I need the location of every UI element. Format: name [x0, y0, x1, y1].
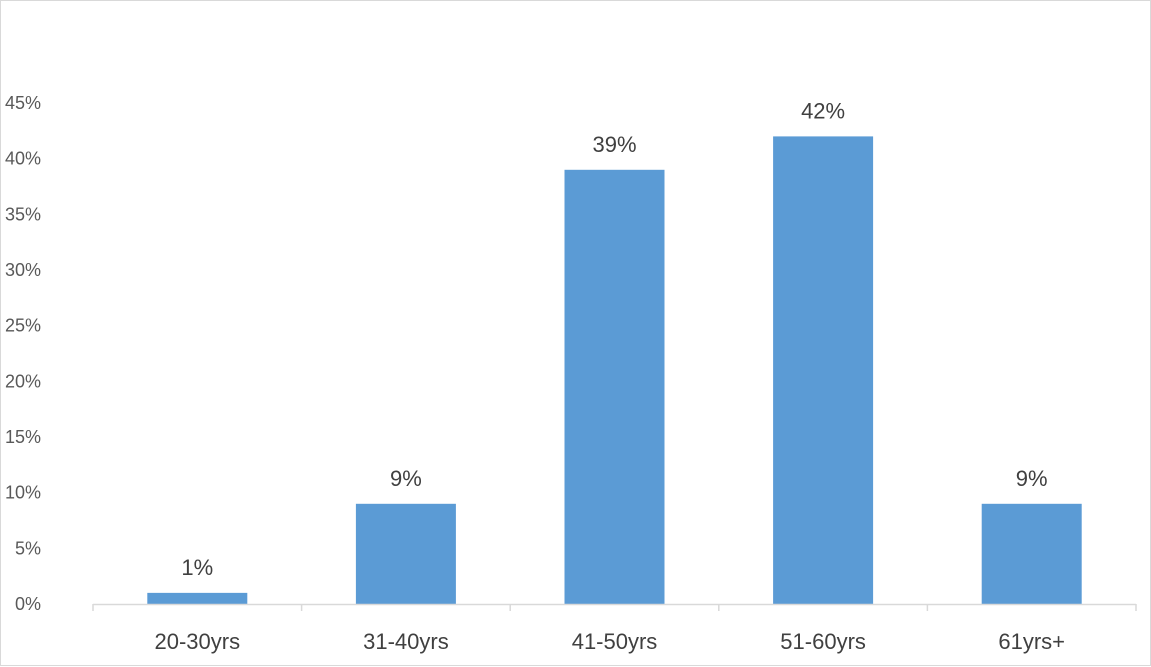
data-label: 1% — [181, 555, 213, 580]
x-axis — [92, 603, 1137, 611]
y-tick-label: 35% — [5, 204, 41, 224]
y-tick-label: 15% — [5, 427, 41, 447]
bar — [147, 592, 248, 604]
y-tick-label: 20% — [5, 371, 41, 391]
x-tick-label: 20-30yrs — [155, 629, 241, 654]
bar — [355, 503, 456, 604]
y-tick-label: 5% — [15, 538, 41, 558]
y-tick-label: 0% — [15, 594, 41, 614]
bar — [773, 136, 874, 604]
bars — [147, 136, 1082, 605]
bar — [981, 503, 1082, 604]
data-label: 9% — [390, 466, 422, 491]
y-tick-label: 30% — [5, 260, 41, 280]
y-tick-label: 10% — [5, 483, 41, 503]
y-axis-ticks: 0% 5% 10% 15% 20% 25% 30% 35% 40% 45% — [5, 93, 41, 614]
data-label: 39% — [592, 132, 636, 157]
data-labels: 1% 9% 39% 42% 9% — [181, 98, 1047, 579]
data-label: 42% — [801, 98, 845, 123]
x-tick-label: 51-60yrs — [780, 629, 866, 654]
bar — [564, 169, 665, 605]
y-tick-label: 25% — [5, 316, 41, 336]
x-tick-label: 61yrs+ — [998, 629, 1065, 654]
data-label: 9% — [1016, 466, 1048, 491]
y-tick-label: 45% — [5, 93, 41, 113]
x-tick-label: 41-50yrs — [572, 629, 658, 654]
x-axis-labels: 20-30yrs 31-40yrs 41-50yrs 51-60yrs 61yrs+ — [155, 629, 1066, 654]
y-tick-label: 40% — [5, 149, 41, 169]
x-tick-label: 31-40yrs — [363, 629, 449, 654]
